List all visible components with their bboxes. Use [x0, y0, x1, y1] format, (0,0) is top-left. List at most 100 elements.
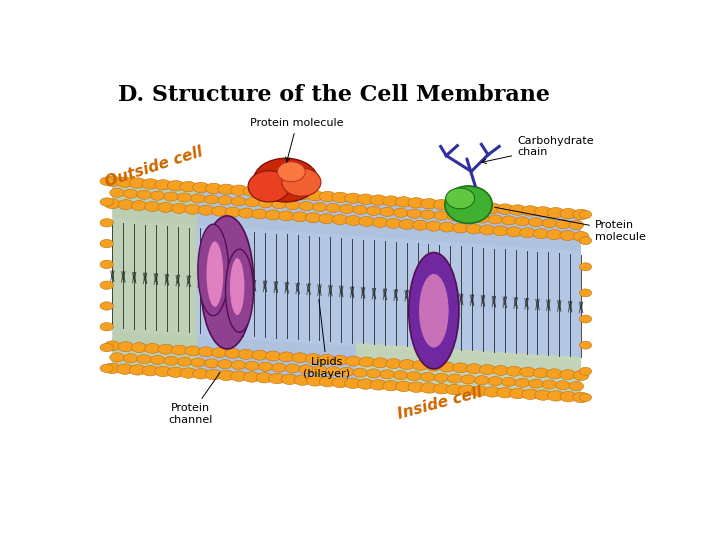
Ellipse shape	[547, 207, 564, 218]
Ellipse shape	[408, 382, 425, 393]
Ellipse shape	[163, 356, 179, 366]
Ellipse shape	[245, 361, 259, 370]
Ellipse shape	[386, 359, 401, 369]
Ellipse shape	[319, 354, 334, 364]
Ellipse shape	[163, 192, 179, 201]
Ellipse shape	[488, 215, 503, 224]
Ellipse shape	[292, 212, 307, 222]
Ellipse shape	[277, 162, 305, 182]
Ellipse shape	[180, 368, 197, 378]
Ellipse shape	[193, 183, 210, 193]
Ellipse shape	[167, 367, 184, 377]
Ellipse shape	[357, 194, 374, 205]
Ellipse shape	[434, 211, 449, 220]
Ellipse shape	[332, 214, 348, 225]
Ellipse shape	[198, 347, 214, 357]
Ellipse shape	[413, 360, 428, 370]
Ellipse shape	[509, 205, 526, 215]
Ellipse shape	[238, 349, 254, 359]
Ellipse shape	[100, 239, 114, 248]
Ellipse shape	[218, 184, 235, 194]
Ellipse shape	[418, 273, 449, 348]
Ellipse shape	[282, 374, 298, 384]
Ellipse shape	[137, 355, 151, 363]
Ellipse shape	[212, 206, 228, 216]
Ellipse shape	[312, 202, 327, 212]
Ellipse shape	[326, 204, 341, 213]
Ellipse shape	[123, 189, 138, 198]
Ellipse shape	[100, 322, 114, 331]
Ellipse shape	[353, 368, 367, 377]
Ellipse shape	[252, 350, 267, 360]
Ellipse shape	[459, 201, 475, 212]
Ellipse shape	[466, 224, 482, 234]
Ellipse shape	[100, 281, 114, 289]
Ellipse shape	[474, 376, 489, 385]
Ellipse shape	[150, 191, 165, 200]
Ellipse shape	[488, 376, 503, 386]
Ellipse shape	[484, 387, 500, 397]
Ellipse shape	[509, 388, 526, 399]
Ellipse shape	[533, 368, 549, 378]
Ellipse shape	[225, 249, 253, 332]
Ellipse shape	[393, 208, 408, 217]
Ellipse shape	[294, 375, 311, 386]
Ellipse shape	[100, 219, 114, 227]
Ellipse shape	[580, 289, 592, 297]
Ellipse shape	[560, 231, 575, 240]
Ellipse shape	[243, 372, 260, 382]
Ellipse shape	[100, 260, 114, 268]
Ellipse shape	[380, 370, 395, 379]
Ellipse shape	[569, 220, 584, 230]
Ellipse shape	[230, 371, 248, 381]
Ellipse shape	[145, 343, 161, 353]
Ellipse shape	[399, 219, 415, 230]
Ellipse shape	[580, 341, 592, 349]
Ellipse shape	[294, 190, 311, 200]
Ellipse shape	[370, 380, 387, 390]
Ellipse shape	[204, 195, 219, 204]
Ellipse shape	[238, 208, 254, 218]
Ellipse shape	[265, 210, 281, 220]
Ellipse shape	[493, 226, 508, 236]
Ellipse shape	[123, 354, 138, 363]
Ellipse shape	[480, 364, 495, 375]
Ellipse shape	[100, 177, 114, 185]
Polygon shape	[112, 181, 197, 374]
Ellipse shape	[204, 359, 219, 368]
Ellipse shape	[572, 210, 590, 220]
Ellipse shape	[167, 180, 184, 191]
Ellipse shape	[461, 213, 475, 222]
Ellipse shape	[580, 211, 592, 219]
Ellipse shape	[357, 379, 374, 389]
Ellipse shape	[366, 369, 381, 378]
Ellipse shape	[218, 360, 233, 369]
Ellipse shape	[445, 186, 492, 224]
Ellipse shape	[307, 191, 323, 201]
Ellipse shape	[130, 364, 146, 375]
Text: Lipids
(bilayer): Lipids (bilayer)	[303, 300, 351, 379]
Ellipse shape	[104, 199, 120, 208]
Ellipse shape	[497, 204, 513, 214]
Ellipse shape	[118, 342, 133, 352]
Ellipse shape	[556, 381, 570, 390]
Ellipse shape	[372, 218, 388, 227]
Ellipse shape	[580, 315, 592, 323]
Ellipse shape	[117, 364, 133, 374]
Ellipse shape	[305, 354, 321, 363]
Ellipse shape	[572, 392, 590, 403]
Ellipse shape	[580, 263, 592, 271]
Ellipse shape	[439, 222, 455, 232]
Ellipse shape	[185, 204, 200, 214]
Ellipse shape	[466, 364, 482, 374]
Ellipse shape	[142, 179, 158, 189]
Ellipse shape	[502, 377, 516, 387]
Ellipse shape	[580, 394, 592, 401]
Ellipse shape	[409, 253, 459, 369]
Ellipse shape	[332, 377, 348, 388]
Ellipse shape	[100, 198, 114, 206]
Ellipse shape	[407, 372, 421, 381]
Ellipse shape	[319, 214, 334, 224]
Ellipse shape	[346, 215, 361, 226]
Ellipse shape	[269, 188, 285, 198]
